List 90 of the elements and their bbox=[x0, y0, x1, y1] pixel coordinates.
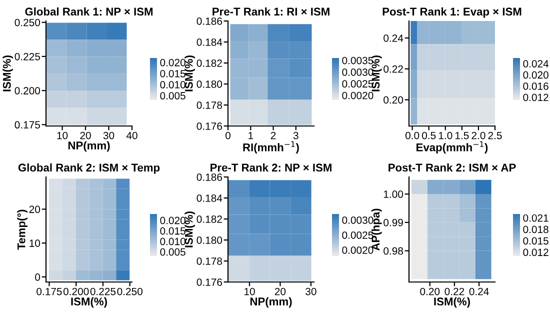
y-tick-label: 0.98 bbox=[384, 247, 403, 255]
color-bar-label: 0.005 bbox=[160, 92, 186, 100]
x-tick-label: 30 bbox=[103, 132, 114, 140]
x-tick-label: 0.0 bbox=[405, 132, 420, 140]
color-bar-label: 0.021 bbox=[523, 214, 548, 222]
chart-title: Post-T Rank 2: ISM × AP bbox=[388, 163, 516, 172]
y-axis-title: AP(hpa) bbox=[371, 208, 382, 251]
y-tick-label: 0.20 bbox=[384, 96, 404, 104]
x-tick-label: 0.22 bbox=[444, 288, 464, 296]
x-tick-label: 0.20 bbox=[420, 288, 440, 296]
y-tick-label: 0.200 bbox=[14, 87, 40, 94]
y-tick-label: 0.99 bbox=[384, 218, 403, 226]
y-tick-label: 0.250 bbox=[14, 18, 40, 26]
y-tick-label: 0.180 bbox=[196, 236, 222, 244]
color-bar-label: 0.024 bbox=[523, 60, 549, 68]
x-tick-label: 1.0 bbox=[438, 132, 452, 140]
x-tick-label: 2.5 bbox=[488, 132, 502, 140]
color-bar-label: 0.0030 bbox=[342, 216, 374, 224]
y-tick-label: 0.182 bbox=[196, 216, 222, 223]
x-axis-title: NP(mm) bbox=[68, 141, 110, 152]
color-bar-label: 0.012 bbox=[523, 94, 548, 102]
x-tick-label: 40 bbox=[126, 132, 138, 140]
x-axis-title: ISM(%) bbox=[71, 297, 107, 308]
color-bar-label: 0.012 bbox=[523, 248, 548, 256]
chart-title: Global Rank 2: ISM × Temp bbox=[18, 163, 160, 174]
chart-title: Post-T Rank 1: Evap × ISM bbox=[382, 7, 522, 18]
chart-title: Pre-T Rank 2: NP × ISM bbox=[210, 163, 332, 172]
y-tick-label: 0.178 bbox=[196, 102, 222, 109]
color-bar-label: 0.020 bbox=[160, 216, 186, 224]
x-tick-label: 3 bbox=[293, 132, 298, 140]
x-tick-label: 0 bbox=[226, 132, 230, 140]
color-bar-label: 0.016 bbox=[523, 82, 548, 90]
color-bar-label: 0.0035 bbox=[342, 56, 374, 64]
y-tick-label: 20 bbox=[29, 206, 40, 214]
y-axis-title: Temp(°) bbox=[17, 210, 28, 250]
color-bar-label: 0.0020 bbox=[342, 92, 374, 100]
x-axis-title: NP(mm) bbox=[250, 297, 292, 308]
x-tick-label: 10 bbox=[57, 132, 68, 140]
x-tick-label: 2.0 bbox=[472, 132, 486, 140]
color-bar-label: 0.010 bbox=[160, 81, 186, 88]
color-bar-label: 0.020 bbox=[523, 71, 548, 79]
x-tick-label: 0.175 bbox=[36, 288, 62, 296]
y-tick-label: 0.182 bbox=[196, 60, 222, 67]
y-tick-label: 0.175 bbox=[14, 121, 40, 129]
y-tick-label: 0.180 bbox=[196, 80, 222, 88]
x-tick-label: 20 bbox=[274, 288, 286, 296]
color-bar-label: 0.020 bbox=[160, 58, 186, 66]
y-tick-label: 0.22 bbox=[384, 65, 403, 73]
x-axis-title: ISM(%) bbox=[434, 297, 470, 308]
x-tick-label: 0.225 bbox=[90, 288, 116, 296]
x-tick-label: 0.250 bbox=[117, 288, 142, 296]
x-axis-title: RI(mmh$^{−1}$) bbox=[243, 141, 299, 154]
chart-title: Pre-T Rank 1: RI × ISM bbox=[212, 7, 330, 16]
y-axis-title: ISM(%) bbox=[184, 56, 195, 92]
x-tick-label: 1.5 bbox=[455, 132, 469, 140]
y-axis-title: ISM(%) bbox=[371, 56, 382, 92]
chart-title: Global Rank 1: NP × ISM bbox=[25, 7, 153, 16]
x-tick-label: 10 bbox=[244, 288, 255, 296]
color-bar-label: 0.0030 bbox=[342, 68, 374, 76]
color-bar-label: 0.0020 bbox=[342, 246, 374, 254]
y-tick-label: 0.176 bbox=[196, 278, 222, 286]
color-bar-label: 0.015 bbox=[160, 70, 186, 78]
color-bar-label: 0.015 bbox=[523, 237, 548, 245]
x-tick-label: 2 bbox=[270, 132, 276, 140]
y-tick-label: 1.00 bbox=[384, 190, 404, 198]
y-tick-label: 0.176 bbox=[196, 122, 222, 130]
x-tick-label: 0.24 bbox=[469, 288, 489, 296]
y-tick-label: 0.225 bbox=[14, 52, 40, 60]
y-tick-label: 0.184 bbox=[196, 38, 222, 46]
y-tick-label: 0.186 bbox=[196, 18, 222, 25]
color-bar-label: 0.0025 bbox=[342, 80, 374, 88]
x-tick-label: 1 bbox=[248, 132, 254, 140]
x-tick-label: 20 bbox=[80, 132, 91, 140]
y-axis-title: ISM(%) bbox=[184, 212, 195, 248]
color-bar-label: 0.0025 bbox=[342, 232, 374, 239]
y-tick-label: 0.186 bbox=[196, 174, 222, 181]
x-tick-label: 30 bbox=[306, 288, 316, 296]
y-tick-label: 0.178 bbox=[196, 258, 222, 265]
x-tick-label: 0.200 bbox=[63, 288, 89, 296]
x-axis-title: Evap(mmh$^{−1}$) bbox=[416, 141, 488, 154]
y-tick-label: 0 bbox=[35, 273, 40, 281]
color-bar-label: 0.010 bbox=[160, 238, 186, 246]
y-tick-label: 0.24 bbox=[384, 34, 404, 42]
y-tick-label: 10 bbox=[30, 240, 40, 247]
y-tick-label: 0.184 bbox=[196, 194, 222, 202]
color-bar-label: 0.015 bbox=[160, 227, 186, 235]
y-axis-title: ISM(%) bbox=[2, 56, 13, 92]
x-tick-label: 0.5 bbox=[422, 132, 436, 140]
color-bar-label: 0.005 bbox=[160, 248, 186, 256]
color-bar-label: 0.018 bbox=[523, 226, 548, 234]
